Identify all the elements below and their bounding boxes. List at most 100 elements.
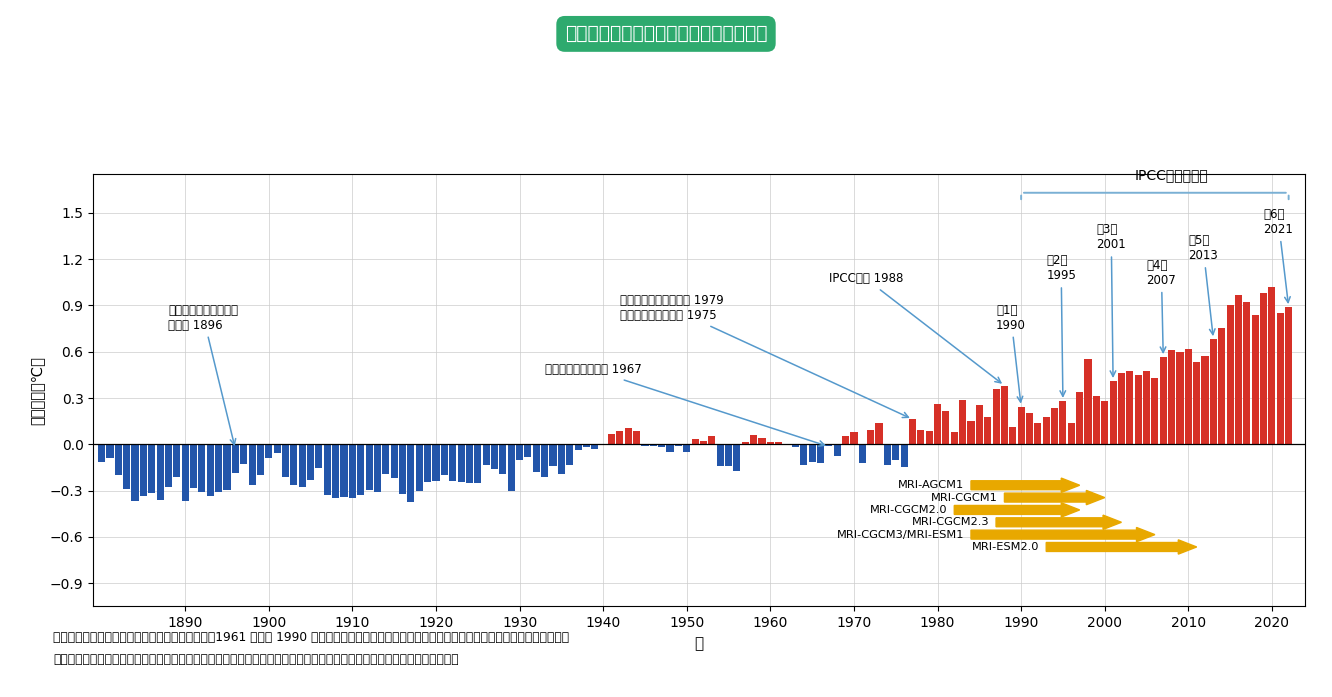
Text: 第6次
2021: 第6次 2021 — [1264, 208, 1293, 302]
Bar — [173, 445, 180, 477]
Text: IPCC設立 1988: IPCC設立 1988 — [829, 273, 1000, 383]
Polygon shape — [954, 503, 1080, 517]
Bar — [1000, 385, 1008, 445]
Bar — [666, 445, 674, 452]
Bar — [332, 445, 340, 498]
Bar — [942, 411, 950, 445]
Bar — [934, 404, 942, 445]
Text: 第3次
2001: 第3次 2001 — [1096, 224, 1126, 376]
Bar — [1252, 315, 1259, 445]
Bar — [758, 438, 766, 445]
Bar — [424, 445, 432, 482]
Bar — [742, 442, 749, 445]
X-axis label: 年: 年 — [695, 636, 703, 651]
Bar — [1243, 302, 1251, 445]
Bar — [566, 445, 573, 465]
Bar — [249, 445, 256, 485]
Bar — [298, 445, 306, 487]
Bar — [357, 445, 364, 495]
Bar — [926, 431, 932, 445]
Bar — [900, 445, 907, 468]
Bar — [1193, 362, 1200, 445]
Bar — [617, 431, 623, 445]
Bar — [416, 445, 422, 491]
Bar — [725, 445, 733, 466]
Bar — [1168, 350, 1175, 445]
Bar — [607, 434, 615, 445]
Bar — [959, 400, 966, 445]
Bar — [558, 445, 565, 475]
Bar — [1201, 356, 1208, 445]
Bar — [206, 445, 214, 496]
Bar — [1143, 372, 1150, 445]
Bar — [691, 438, 699, 445]
Bar — [875, 422, 883, 445]
Bar — [1227, 305, 1233, 445]
Bar — [492, 445, 498, 470]
Bar — [1184, 349, 1192, 445]
Bar — [675, 445, 682, 446]
Bar — [240, 445, 248, 464]
Bar — [198, 445, 205, 492]
Bar — [801, 445, 807, 465]
Bar — [341, 445, 348, 497]
Bar — [717, 445, 723, 466]
Bar — [533, 445, 539, 473]
Bar — [1219, 328, 1225, 445]
Bar — [349, 445, 356, 498]
Bar — [224, 445, 230, 490]
Bar — [316, 445, 322, 468]
Bar — [658, 445, 665, 447]
Bar — [1160, 357, 1167, 445]
Bar — [550, 445, 557, 466]
Bar — [265, 445, 272, 458]
Bar — [1135, 376, 1142, 445]
Bar — [834, 445, 840, 456]
Bar — [408, 445, 414, 502]
Bar — [1092, 397, 1100, 445]
Text: 第5次
2013: 第5次 2013 — [1188, 234, 1217, 335]
Bar — [290, 445, 297, 485]
Bar — [1260, 293, 1267, 445]
Bar — [583, 445, 590, 447]
Bar — [433, 445, 440, 481]
Bar — [140, 445, 147, 496]
Polygon shape — [996, 515, 1122, 530]
Text: 第1次
1990: 第1次 1990 — [996, 304, 1026, 402]
Bar — [214, 445, 222, 491]
Bar — [390, 445, 398, 477]
Bar — [115, 445, 121, 475]
Bar — [123, 445, 131, 489]
Bar — [1102, 401, 1108, 445]
Bar — [1118, 373, 1126, 445]
Bar — [625, 428, 631, 445]
Bar — [650, 445, 657, 446]
Text: MRI-ESM2.0: MRI-ESM2.0 — [972, 542, 1039, 552]
Bar — [181, 445, 189, 501]
Text: 眞鍋とウェザラルド 1967: 眞鍋とウェザラルド 1967 — [545, 363, 825, 446]
Bar — [709, 436, 715, 445]
Bar — [374, 445, 381, 492]
Bar — [157, 445, 164, 500]
Bar — [482, 445, 490, 465]
Bar — [1127, 371, 1134, 445]
Bar — [257, 445, 264, 475]
Bar — [1235, 295, 1241, 445]
Bar — [400, 445, 406, 494]
Bar — [441, 445, 448, 475]
Bar — [591, 445, 598, 449]
Bar — [793, 445, 799, 447]
Text: MRI-CGCM2.0: MRI-CGCM2.0 — [870, 505, 947, 515]
Bar — [382, 445, 389, 474]
Bar — [1068, 422, 1075, 445]
Bar — [884, 445, 891, 465]
Bar — [992, 389, 999, 445]
Bar — [107, 445, 113, 458]
Text: 第2次
1995: 第2次 1995 — [1046, 254, 1076, 397]
Bar — [1076, 392, 1083, 445]
Bar — [1059, 401, 1067, 445]
Y-axis label: 気温偏差（℃）: 気温偏差（℃） — [29, 356, 44, 424]
Text: 観測された世界平均の地上気温偏差（棒グラフ、1961 年から 1990 年の期間の平均からの差）に地球温暖化研究に関係する主な出来事を重ねてあ: 観測された世界平均の地上気温偏差（棒グラフ、1961 年から 1990 年の期間… — [53, 631, 569, 644]
Bar — [541, 445, 549, 477]
Bar — [699, 441, 707, 445]
